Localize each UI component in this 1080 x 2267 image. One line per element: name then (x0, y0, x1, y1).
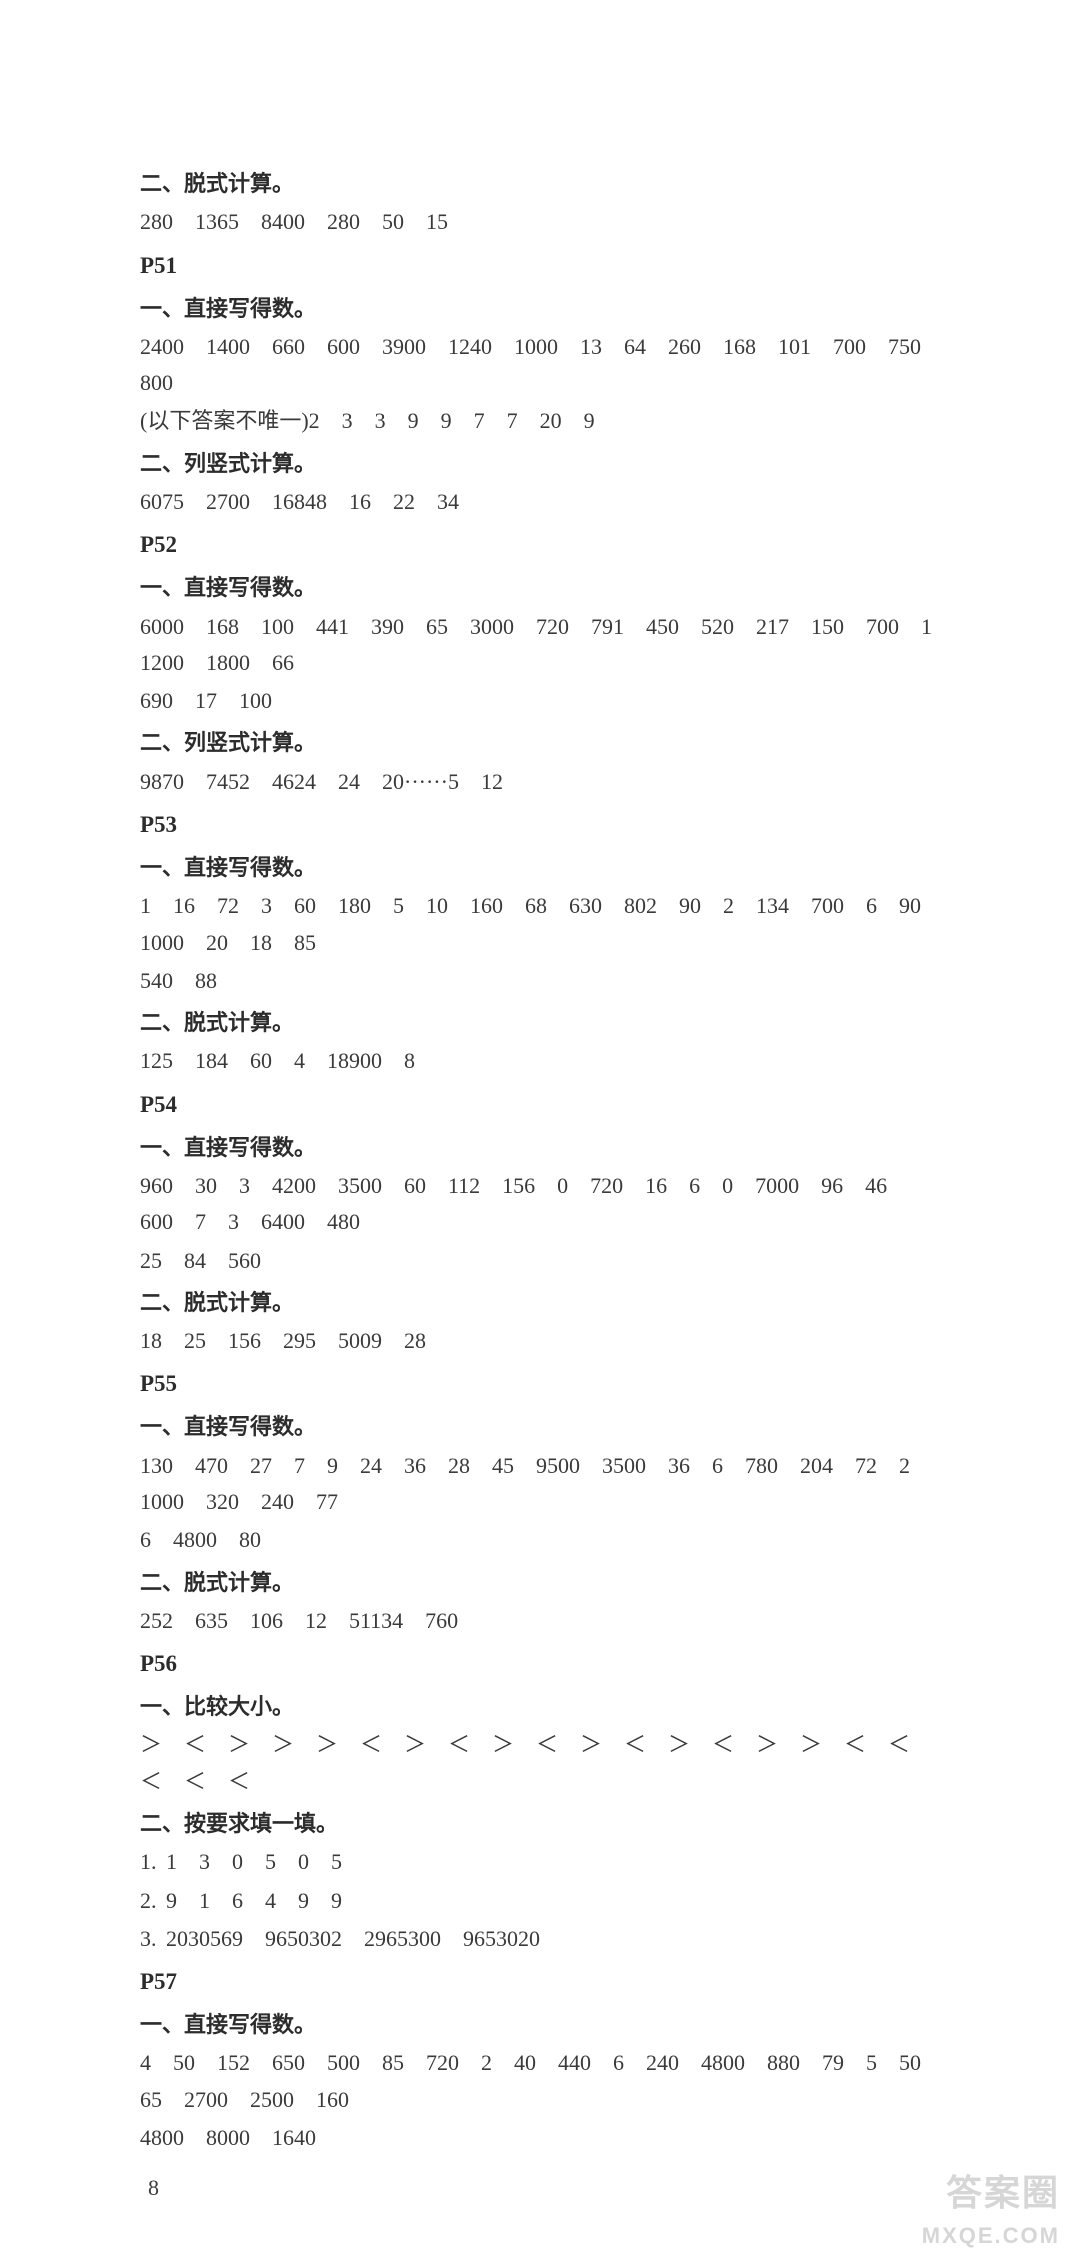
answer-line: 960 30 3 4200 3500 60 112 156 0 720 16 6… (140, 1168, 940, 1241)
section-heading: 一、直接写得数。 (140, 850, 940, 886)
answer-line: (以下答案不唯一)2 3 3 9 9 7 7 20 9 (140, 403, 940, 439)
section-heading: 二、脱式计算。 (140, 166, 940, 202)
answer-line: 1. 1 3 0 5 0 5 (140, 1844, 940, 1880)
section-heading: 一、直接写得数。 (140, 1409, 940, 1445)
answer-line: 6075 2700 16848 16 22 34 (140, 484, 940, 520)
answer-line: 252 635 106 12 51134 760 (140, 1603, 940, 1639)
answer-line: 4 50 152 650 500 85 720 2 40 440 6 240 4… (140, 2045, 940, 2118)
section-heading: 二、脱式计算。 (140, 1565, 940, 1601)
page-label: P57 (140, 1963, 940, 2001)
answer-line: 690 17 100 (140, 683, 940, 719)
section-heading: 一、直接写得数。 (140, 291, 940, 327)
answer-line: 130 470 27 7 9 24 36 28 45 9500 3500 36 … (140, 1448, 940, 1521)
page-label: P55 (140, 1365, 940, 1403)
answer-line: 25 84 560 (140, 1243, 940, 1279)
watermark: 答案圈 MXQE.COM (922, 2163, 1060, 2255)
section-heading: 二、列竖式计算。 (140, 725, 940, 761)
answer-line: 6000 168 100 441 390 65 3000 720 791 450… (140, 609, 940, 682)
page-label: P51 (140, 247, 940, 285)
answer-line: 3. 2030569 9650302 2965300 9653020 (140, 1921, 940, 1957)
page-label: P52 (140, 526, 940, 564)
answer-line: 280 1365 8400 280 50 15 (140, 204, 940, 240)
page-label: P54 (140, 1086, 940, 1124)
section-heading: 一、比较大小。 (140, 1689, 940, 1725)
answer-line: 540 88 (140, 963, 940, 999)
section-heading: 二、列竖式计算。 (140, 446, 940, 482)
watermark-top: 答案圈 (922, 2163, 1060, 2222)
section-heading: 一、直接写得数。 (140, 570, 940, 606)
answer-line: 1 16 72 3 60 180 5 10 160 68 630 802 90 … (140, 888, 940, 961)
answer-line: 4800 8000 1640 (140, 2120, 940, 2156)
answer-line: 2400 1400 660 600 3900 1240 1000 13 64 2… (140, 329, 940, 402)
section-heading: 二、脱式计算。 (140, 1005, 940, 1041)
answer-line: 2. 9 1 6 4 9 9 (140, 1883, 940, 1919)
page-number: 8 (148, 2170, 940, 2206)
page-label: P53 (140, 806, 940, 844)
section-heading: 二、脱式计算。 (140, 1285, 940, 1321)
answer-line: 125 184 60 4 18900 8 (140, 1043, 940, 1079)
section-heading: 一、直接写得数。 (140, 2007, 940, 2043)
section-heading: 一、直接写得数。 (140, 1130, 940, 1166)
watermark-bottom: MXQE.COM (922, 2218, 1060, 2254)
section-heading: 二、按要求填一填。 (140, 1806, 940, 1842)
page-label: P56 (140, 1645, 940, 1683)
answer-line: 18 25 156 295 5009 28 (140, 1323, 940, 1359)
answer-line: 9870 7452 4624 24 20······5 12 (140, 764, 940, 800)
answer-line: ＞ ＜ ＞ ＞ ＞ ＜ ＞ ＜ ＞ ＜ ＞ ＜ ＞ ＜ ＞ ＞ ＜ ＜ ＜ ＜ … (140, 1727, 940, 1800)
document-body: 二、脱式计算。280 1365 8400 280 50 15P51一、直接写得数… (140, 166, 940, 2156)
